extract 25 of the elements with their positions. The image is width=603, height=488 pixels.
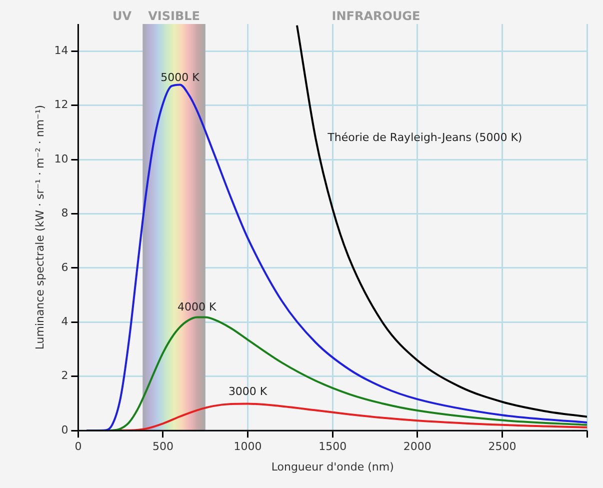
y-tick-label: 14	[54, 44, 68, 57]
text: UV	[112, 9, 132, 24]
x-tick-label: 500	[152, 440, 174, 454]
y-tick-label: 6	[61, 260, 68, 274]
x-tick-label: 2500	[488, 440, 516, 454]
text: INFRAROUGE	[332, 9, 420, 24]
y-tick-label: 0	[61, 423, 68, 436]
x-tick-label: 0	[74, 440, 82, 454]
y-tick-label: 8	[61, 206, 68, 220]
line-series	[296, 24, 587, 418]
series-label: Théorie de Rayleigh-Jeans (5000 K)	[326, 131, 522, 144]
series-label: 5000 K	[160, 71, 200, 84]
y-tick-label: 4	[61, 315, 68, 328]
y-axis-title: Luminance spectrale (kW · sr⁻¹ · m⁻² · nm⁻¹)	[33, 104, 46, 350]
y-tick-label: 12	[54, 98, 68, 112]
y-tick-label: 2	[61, 369, 68, 382]
line-series	[86, 84, 587, 431]
series-label: 4000 K	[178, 300, 218, 314]
band-label: VISIBLE	[148, 9, 200, 24]
x-tick-label: 2000	[403, 440, 432, 454]
x-tick-label: 1000	[234, 440, 262, 454]
x-axis-title: Longueur d'onde (nm)	[271, 460, 394, 474]
series-label: 3000 K	[228, 385, 268, 398]
y-tick-label: 10	[54, 152, 68, 166]
x-tick-label: 1500	[318, 440, 347, 454]
